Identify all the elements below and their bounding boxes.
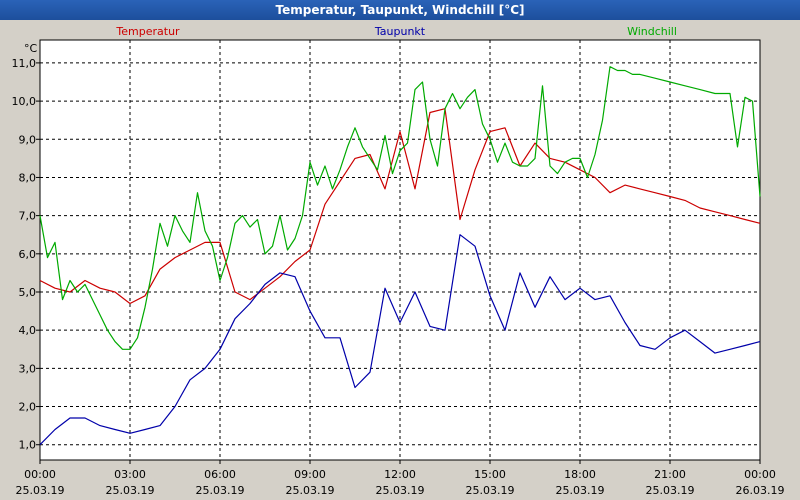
x-tick-time-label: 06:00 [204, 468, 236, 481]
y-tick-label: 11,0 [12, 57, 37, 70]
series-line-temperatur [39, 108, 761, 305]
x-tick-date-label: 25.03.19 [106, 484, 155, 497]
y-tick-label: 8,0 [19, 171, 37, 184]
x-tick-time-label: 12:00 [384, 468, 416, 481]
x-axis-ticks: 00:00 25.03.19 03:00 25.03.19 06:00 25.03.19 0… [16, 460, 785, 497]
y-tick-label: 3,0 [19, 362, 37, 375]
x-tick-date-label: 25.03.19 [16, 484, 65, 497]
y-tick-label: 9,0 [19, 133, 37, 146]
window-title: Temperatur, Taupunkt, Windchill [°C] [0, 0, 800, 20]
x-tick-time-label: 18:00 [564, 468, 596, 481]
series-line-taupunkt [39, 234, 761, 446]
legend-item-windchill: Windchill [627, 25, 677, 38]
x-tick-date-label: 25.03.19 [286, 484, 335, 497]
x-tick-time-label: 15:00 [474, 468, 506, 481]
series-lines [39, 66, 761, 446]
x-tick-date-label: 25.03.19 [646, 484, 695, 497]
x-tick-date-label: 26.03.19 [736, 484, 785, 497]
y-tick-label: 1,0 [19, 439, 37, 452]
x-tick-time-label: 21:00 [654, 468, 686, 481]
y-tick-label: 2,0 [19, 401, 37, 414]
grid-lines [40, 40, 760, 460]
x-tick-time-label: 00:00 [744, 468, 776, 481]
x-tick-date-label: 25.03.19 [376, 484, 425, 497]
y-tick-label: 7,0 [19, 210, 37, 223]
chart-area: 1,0 2,0 3,0 4,0 5,0 6,0 7,0 8,0 9,0 10,0 11,0 00:0… [12, 25, 785, 497]
x-tick-time-label: 03:00 [114, 468, 146, 481]
legend: Temperatur Taupunkt Windchill [115, 25, 677, 38]
x-tick-time-label: 09:00 [294, 468, 326, 481]
y-tick-label: 5,0 [19, 286, 37, 299]
x-tick-date-label: 25.03.19 [466, 484, 515, 497]
y-axis-ticks: 1,0 2,0 3,0 4,0 5,0 6,0 7,0 8,0 9,0 10,0 11,0 [12, 57, 40, 452]
x-tick-date-label: 25.03.19 [556, 484, 605, 497]
y-axis-unit-label: °C [24, 42, 38, 55]
x-tick-date-label: 25.03.19 [196, 484, 245, 497]
y-tick-label: 4,0 [19, 324, 37, 337]
legend-item-taupunkt: Taupunkt [374, 25, 426, 38]
x-tick-time-label: 00:00 [24, 468, 56, 481]
y-tick-label: 10,0 [12, 95, 37, 108]
y-tick-label: 6,0 [19, 248, 37, 261]
series-line-windchill [39, 66, 761, 350]
legend-item-temperatur: Temperatur [115, 25, 180, 38]
